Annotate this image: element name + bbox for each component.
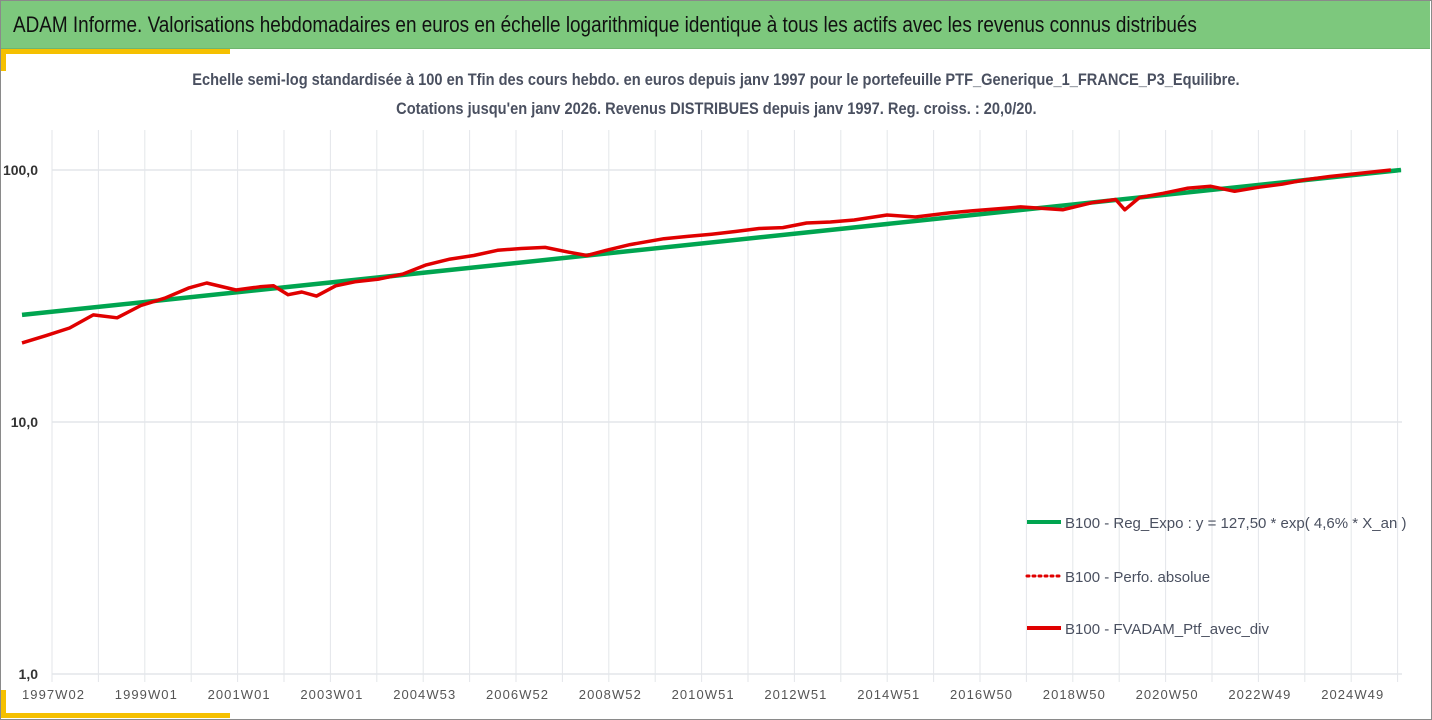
- x-tick-label: 2024W49: [1321, 687, 1383, 702]
- legend-label: B100 - Perfo. absolue: [1065, 569, 1210, 586]
- y-tick-label: 100,0: [3, 162, 38, 178]
- x-tick-label: 2012W51: [764, 687, 826, 702]
- x-tick-label: 2014W51: [857, 687, 919, 702]
- x-tick-label: 2018W50: [1043, 687, 1105, 702]
- x-tick-label: 2003W01: [300, 687, 362, 702]
- accent-bar-left: [1, 49, 6, 71]
- x-tick-label: 2008W52: [579, 687, 641, 702]
- accent-bar-bottom: [1, 713, 230, 718]
- series-line-portfolio: [21, 168, 1392, 345]
- y-tick-label: 10,0: [11, 414, 38, 430]
- chart-title-line1: Echelle semi-log standardisée à 100 en T…: [192, 70, 1240, 89]
- page-title: ADAM Informe. Valorisations hebdomadaire…: [13, 12, 1197, 37]
- x-tick-label: 2004W53: [393, 687, 455, 702]
- accent-bar-top: [1, 49, 230, 54]
- legend-label: B100 - Reg_Expo : y = 127,50 * exp( 4,6%…: [1065, 515, 1406, 532]
- x-tick-label: 2020W50: [1136, 687, 1198, 702]
- header-bar: ADAM Informe. Valorisations hebdomadaire…: [1, 1, 1430, 49]
- legend-label: B100 - FVADAM_Ptf_avec_div: [1065, 621, 1269, 638]
- x-tick-label: 2022W49: [1228, 687, 1290, 702]
- x-tick-label: 1999W01: [115, 687, 177, 702]
- y-tick-label: 1,0: [19, 666, 39, 682]
- accent-bar-bottom-left: [1, 690, 6, 718]
- series-line-regression: [21, 167, 1402, 318]
- x-tick-label: 2010W51: [672, 687, 734, 702]
- x-tick-label: 2016W50: [950, 687, 1012, 702]
- x-tick-label: 2001W01: [208, 687, 270, 702]
- x-tick-label: 1997W02: [22, 687, 84, 702]
- chart-title-line2: Cotations jusqu'en janv 2026. Revenus DI…: [395, 99, 1037, 118]
- x-tick-label: 2006W52: [486, 687, 548, 702]
